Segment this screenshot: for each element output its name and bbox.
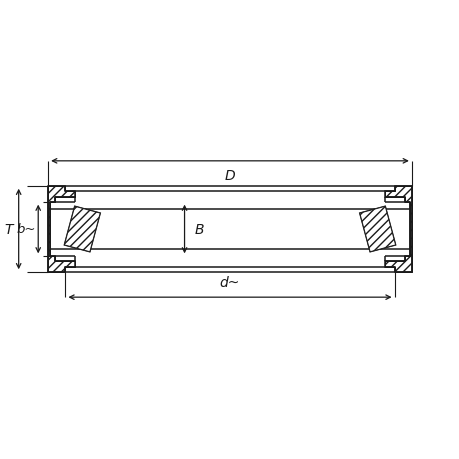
Text: B: B: [194, 223, 204, 236]
Text: T: T: [5, 223, 13, 236]
Polygon shape: [64, 207, 100, 252]
Polygon shape: [384, 186, 411, 273]
Polygon shape: [359, 207, 395, 252]
Text: D: D: [224, 169, 235, 183]
Text: d~: d~: [219, 275, 240, 289]
Polygon shape: [64, 207, 100, 252]
Polygon shape: [359, 207, 395, 252]
Text: b~: b~: [17, 223, 36, 236]
Polygon shape: [48, 186, 75, 273]
